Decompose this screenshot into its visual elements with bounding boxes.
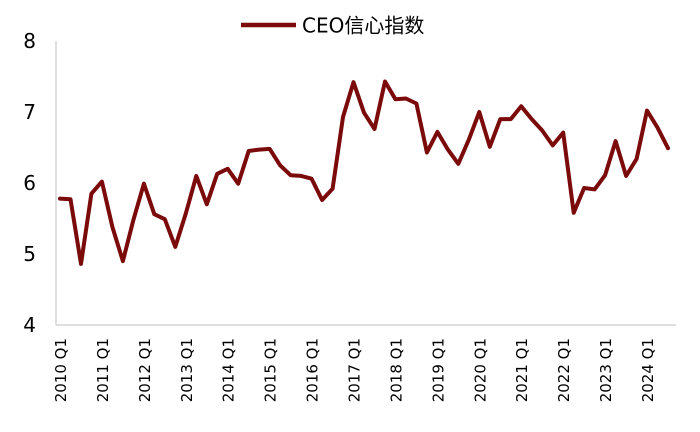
data-point xyxy=(142,182,145,185)
data-point xyxy=(667,147,670,150)
data-point xyxy=(394,98,397,101)
x-tick-label: 2013 Q1 xyxy=(178,338,196,402)
data-point xyxy=(572,211,575,214)
y-tick-label: 8 xyxy=(23,29,36,53)
series-group xyxy=(58,79,670,266)
data-point xyxy=(132,218,135,221)
data-point xyxy=(446,148,449,151)
data-point xyxy=(268,147,271,150)
axes xyxy=(55,41,676,326)
x-tick-label: 2015 Q1 xyxy=(262,338,280,402)
data-point xyxy=(163,218,166,221)
data-point xyxy=(342,116,345,119)
data-point xyxy=(404,97,407,100)
x-tick-label: 2019 Q1 xyxy=(429,338,447,402)
data-point xyxy=(646,109,649,112)
x-tick-label: 2024 Q1 xyxy=(639,338,657,402)
data-point xyxy=(352,81,355,84)
data-point xyxy=(541,129,544,132)
data-point xyxy=(457,162,460,165)
legend-label: CEO信心指数 xyxy=(302,14,424,38)
x-tick-label: 2017 Q1 xyxy=(346,338,364,402)
data-point xyxy=(279,164,282,167)
data-point xyxy=(551,144,554,147)
data-point xyxy=(300,174,303,177)
data-point xyxy=(310,177,313,180)
data-point xyxy=(69,198,72,201)
data-point xyxy=(321,199,324,202)
data-point xyxy=(635,157,638,160)
data-point xyxy=(237,182,240,185)
data-point xyxy=(258,148,261,151)
data-point xyxy=(436,130,439,133)
x-tick-label: 2020 Q1 xyxy=(471,338,489,402)
data-point xyxy=(289,174,292,177)
data-point xyxy=(415,102,418,105)
data-point xyxy=(363,111,366,114)
data-point xyxy=(205,203,208,206)
data-point xyxy=(562,131,565,134)
x-tick-label: 2023 Q1 xyxy=(597,338,615,402)
data-point xyxy=(153,213,156,216)
data-point xyxy=(174,245,177,248)
data-point xyxy=(478,111,481,114)
data-point xyxy=(111,226,114,229)
x-tick-label: 2012 Q1 xyxy=(136,338,154,402)
x-tick-label: 2011 Q1 xyxy=(94,338,112,402)
data-point xyxy=(226,167,229,170)
x-tick-label: 2018 Q1 xyxy=(387,338,405,402)
data-point xyxy=(499,118,502,121)
y-tick-label: 5 xyxy=(23,242,36,266)
data-point xyxy=(373,128,376,131)
data-point xyxy=(184,212,187,215)
legend: CEO信心指数 xyxy=(241,14,424,38)
data-point xyxy=(195,174,198,177)
series-line-ceo-confidence xyxy=(58,79,670,266)
data-point xyxy=(467,138,470,141)
data-point xyxy=(59,197,62,200)
data-point xyxy=(604,174,607,177)
y-tick-label: 4 xyxy=(23,313,36,337)
data-point xyxy=(593,188,596,191)
x-tick-label: 2021 Q1 xyxy=(513,338,531,402)
data-point xyxy=(384,80,387,83)
data-point xyxy=(625,174,628,177)
data-point xyxy=(583,187,586,190)
data-point xyxy=(90,192,93,195)
data-point xyxy=(100,180,103,183)
data-point xyxy=(614,140,617,143)
y-axis-tick-labels: 4 5 6 7 8 xyxy=(23,29,36,337)
data-point xyxy=(520,105,523,108)
data-point xyxy=(216,172,219,175)
x-tick-label: 2022 Q1 xyxy=(555,338,573,402)
data-point xyxy=(121,260,124,263)
data-point xyxy=(509,118,512,121)
data-point xyxy=(656,126,659,129)
data-point xyxy=(247,150,250,153)
y-tick-label: 7 xyxy=(23,100,36,124)
data-point xyxy=(530,118,533,121)
data-point xyxy=(331,187,334,190)
data-point xyxy=(425,151,428,154)
data-point xyxy=(80,262,83,265)
x-tick-label: 2016 Q1 xyxy=(304,338,322,402)
y-tick-label: 6 xyxy=(23,171,36,195)
x-axis-tick-labels: 2010 Q1 2011 Q1 2012 Q1 2013 Q1 2014 Q1 2015 … xyxy=(52,338,657,402)
x-tick-label: 2010 Q1 xyxy=(52,338,70,402)
data-point xyxy=(488,145,491,148)
x-tick-label: 2014 Q1 xyxy=(220,338,238,402)
